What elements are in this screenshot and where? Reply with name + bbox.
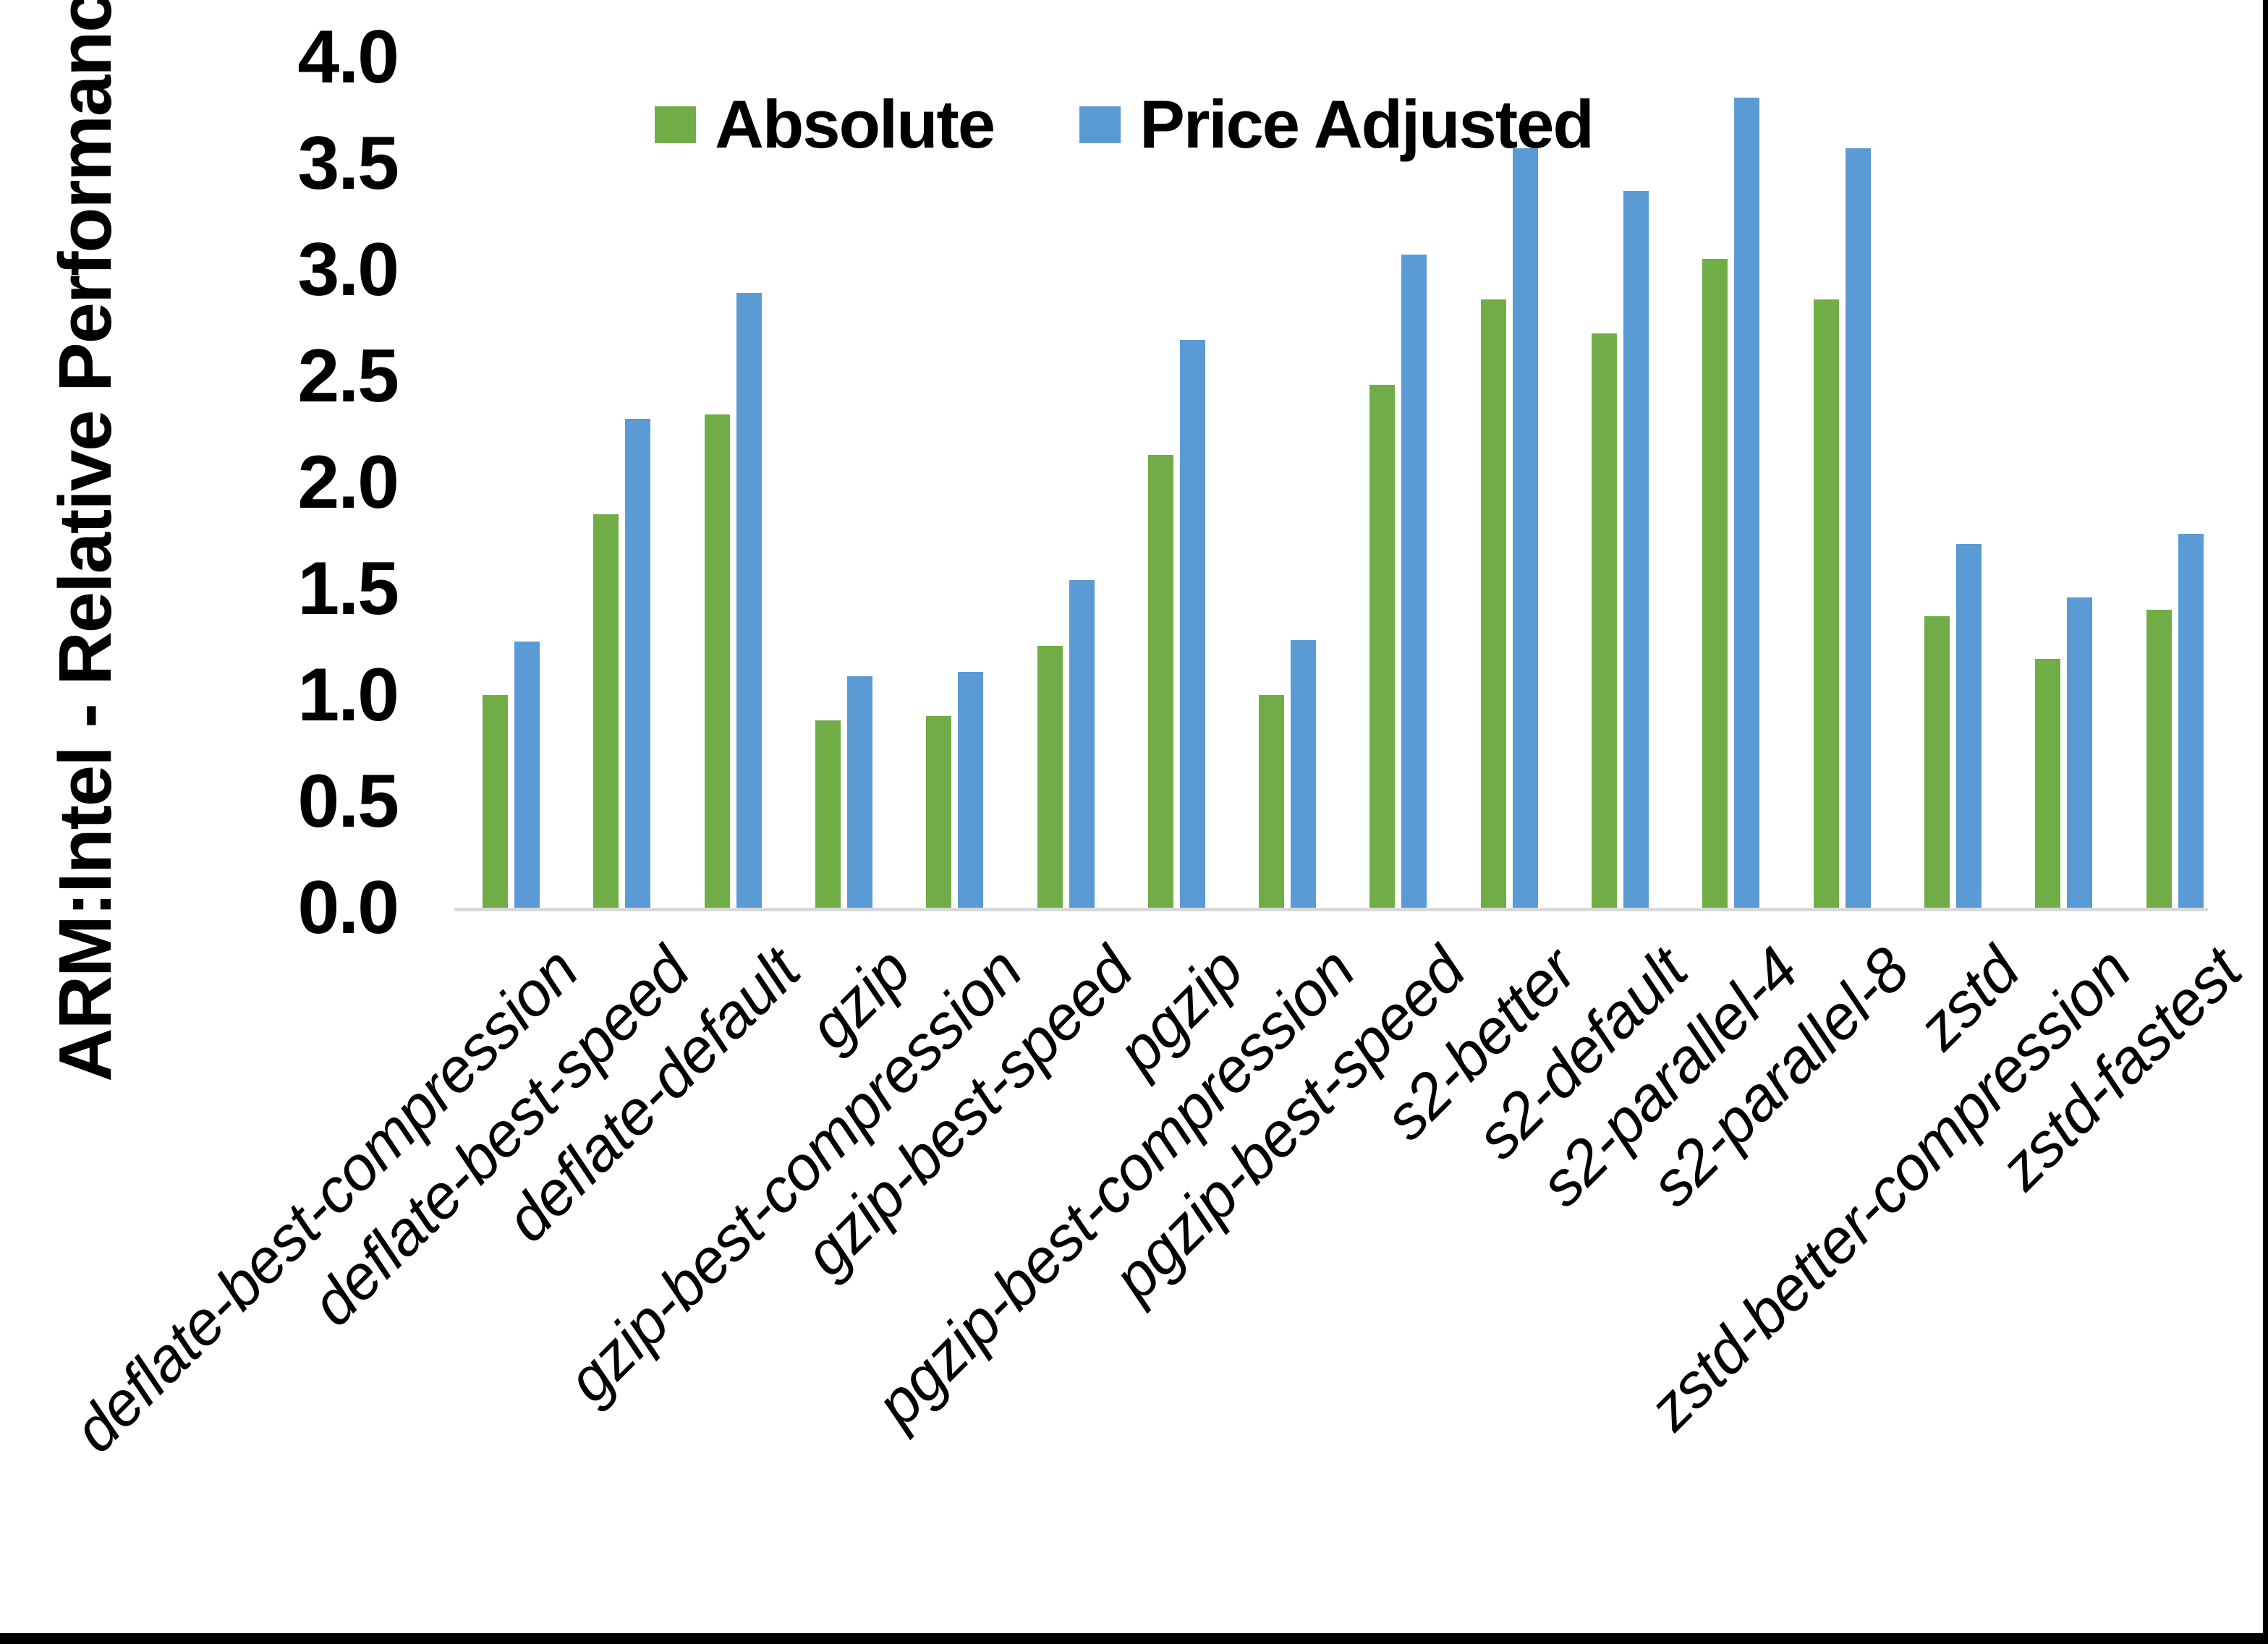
bar [926,716,951,908]
bar [1481,299,1506,908]
bar [1037,646,1063,908]
y-axis-title: ARM:Intel - Relative Performance [43,0,127,1082]
bar [2146,610,2172,908]
y-tick-label: 0.5 [297,759,399,843]
bar [514,642,540,908]
legend: Absolute Price Adjusted [655,85,1594,163]
bar [1592,333,1617,908]
y-tick-label: 2.5 [297,334,399,418]
screenshot-bottom-edge [0,1633,2268,1644]
bar [736,293,762,908]
bar [958,672,983,908]
y-tick-label: 3.5 [297,122,399,205]
bar [1148,455,1173,908]
bar [2067,597,2092,908]
bar [1291,640,1316,908]
bar [2178,534,2204,908]
bar [847,676,872,908]
y-tick-label: 1.0 [297,653,399,737]
x-axis-line [454,908,2208,911]
bar [1846,148,1871,908]
bar [1259,695,1284,908]
bar [1702,259,1728,908]
bar [1623,191,1649,908]
bar [1734,98,1759,908]
legend-swatch-price-adjusted [1079,106,1121,143]
bar [1401,255,1427,908]
y-tick-label: 4.0 [297,15,399,99]
y-tick-label: 1.5 [297,547,399,631]
legend-swatch-absolute [655,106,696,143]
bar [593,514,619,908]
y-tick-label: 2.0 [297,440,399,524]
bar [2035,659,2060,908]
bar [1924,616,1950,908]
bar [1513,148,1538,908]
bar [705,414,730,908]
bar [625,419,650,908]
bar [815,720,841,908]
bar [1814,299,1839,908]
y-tick-label: 3.0 [297,228,399,312]
bar [483,695,508,908]
bar [1180,340,1205,908]
legend-label-absolute: Absolute [715,86,995,162]
bar [1069,580,1095,908]
bar [1956,544,1982,908]
bar [1369,385,1395,908]
legend-item-absolute: Absolute [655,85,995,163]
y-tick-label: 0.0 [297,866,399,950]
screenshot-right-edge [2263,0,2268,1644]
